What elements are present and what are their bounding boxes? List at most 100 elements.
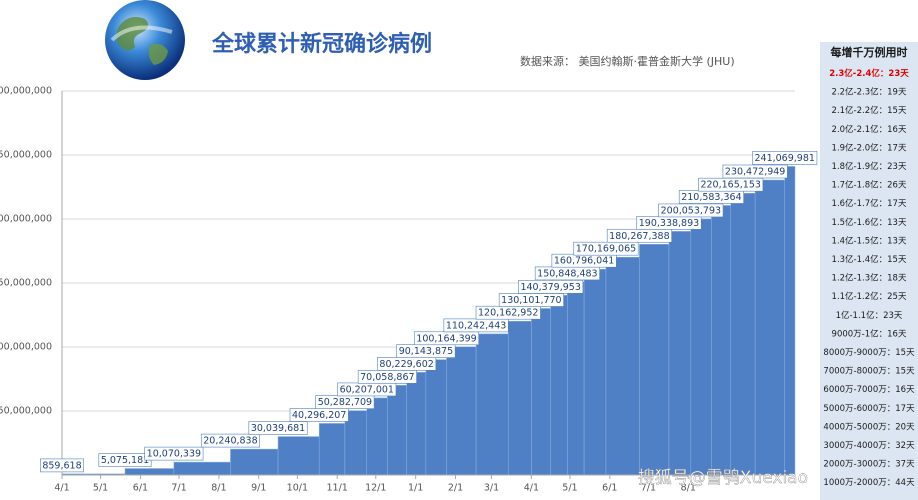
panel-row-days: 17天 (887, 199, 907, 209)
panel-row-range: 1.2亿-1.3亿： (832, 272, 888, 283)
data-label-text: 20,240,838 (203, 436, 257, 447)
step-bar (639, 244, 670, 476)
panel-row: 2000万-3000万：37天 (823, 459, 915, 469)
data-label-text: 220,165,153 (700, 180, 760, 191)
step-bar (425, 359, 447, 476)
x-tick-label: 5/1 (562, 483, 577, 494)
panel-row-days: 26天 (887, 180, 907, 190)
data-label-text: 40,296,207 (292, 410, 346, 421)
step-bar (475, 333, 509, 476)
data-label: 50,282,709 (315, 395, 375, 409)
panel-rows: 2.3亿-2.4亿：23天2.2亿-2.3亿：19天2.1亿-2.2亿：15天2… (823, 68, 915, 488)
globe-icon (105, 0, 185, 80)
panel-row-days: 19天 (887, 87, 907, 97)
panel-row: 6000万-7000万：16天 (823, 385, 915, 395)
panel-row-range: 1.9亿-2.0亿： (832, 142, 888, 153)
data-label-text: 30,039,681 (251, 423, 305, 434)
x-tick-label: 7/1 (641, 483, 656, 494)
step-bar (531, 308, 551, 476)
panel-row-days: 15天 (895, 348, 915, 358)
panel-row-range: 1.6亿-1.7亿： (832, 198, 888, 209)
panel-row: 1.3亿-1.4亿：15天 (832, 254, 907, 265)
data-label: 160,796,041 (551, 253, 617, 268)
data-label: 5,075,181 (98, 453, 152, 467)
panel-row-days: 17天 (887, 143, 907, 153)
x-tick-label: 12/1 (365, 483, 386, 494)
data-label-box (752, 151, 818, 165)
panel-row-range: 5000万-6000万： (823, 403, 895, 413)
step-bar (366, 397, 388, 476)
panel-row-days: 23天 (887, 162, 907, 172)
panel-row: 1.8亿-1.9亿：23天 (832, 161, 907, 172)
panel-row: 1亿-1.1亿：23天 (836, 309, 903, 320)
data-label: 130,101,770 (498, 293, 564, 307)
data-label-text: 5,075,181 (101, 455, 149, 466)
step-bar (230, 448, 279, 476)
y-tick-label: 150,000,000 (0, 278, 52, 289)
panel-row: 1.9亿-2.0亿：17天 (832, 142, 907, 153)
step-bar (550, 295, 568, 476)
data-label: 241,069,981 (752, 151, 818, 165)
panel-row-days: 15天 (895, 366, 915, 376)
x-tick-label: 4/1 (54, 483, 69, 494)
panel-row-days: 13天 (887, 217, 907, 227)
panel-row-days: 15天 (887, 106, 907, 116)
data-label-text: 80,229,602 (379, 359, 433, 370)
data-label: 110,242,443 (443, 318, 509, 333)
data-label: 90,143,875 (396, 344, 456, 358)
data-label: 140,379,953 (518, 280, 584, 294)
data-label: 40,296,207 (289, 408, 349, 422)
panel-row: 2.0亿-2.1亿：16天 (832, 123, 907, 134)
x-tick-label: 6/1 (133, 483, 148, 494)
data-label-box (200, 433, 260, 448)
panel-row: 1000万-2000万：44天 (823, 478, 915, 488)
data-label-text: 230,472,949 (725, 166, 785, 177)
x-tick-label: 1/1 (408, 483, 423, 494)
step-bar (730, 192, 756, 476)
data-label: 859,618 (40, 458, 84, 473)
data-label-text: 50,282,709 (318, 397, 372, 408)
panel-row-range: 1.3亿-1.4亿： (832, 254, 888, 265)
step-bar (690, 218, 712, 476)
panel-row-range: 2.0亿-2.1亿： (832, 123, 888, 134)
panel-row: 2.1亿-2.2亿：15天 (832, 105, 907, 116)
panel-row: 5000万-6000万：17天 (823, 403, 915, 413)
panel-row-days: 18天 (887, 273, 907, 283)
data-label-text: 190,338,893 (639, 218, 699, 229)
data-label: 10,070,339 (144, 446, 204, 461)
step-bar (318, 423, 346, 476)
panel-row: 3000万-4000万：32天 (823, 441, 915, 451)
y-tick-label: 200,000,000 (0, 214, 52, 225)
data-label-text: 200,053,793 (661, 205, 721, 216)
data-label-text: 241,069,981 (754, 153, 814, 164)
step-bar (784, 166, 796, 476)
panel-row-range: 1000万-2000万： (823, 478, 895, 488)
panel-row: 1.4亿-1.5亿：13天 (832, 235, 907, 246)
step-bar (711, 205, 731, 476)
step-bar (754, 179, 785, 476)
data-label-text: 150,848,483 (537, 268, 597, 279)
step-bar (668, 231, 692, 476)
panel-title: 每增千万例用时 (831, 45, 908, 59)
data-label-text: 120,162,952 (478, 308, 538, 319)
data-label-box (248, 421, 308, 435)
data-label-box (722, 164, 788, 179)
x-tick-label: 9/1 (251, 483, 266, 494)
data-label: 170,169,065 (573, 241, 639, 256)
step-bar (567, 281, 585, 476)
data-label: 120,162,952 (475, 305, 541, 320)
y-tick-label: 250,000,000 (0, 150, 52, 161)
panel-row: 1.7亿-1.8亿：26天 (832, 179, 907, 190)
data-label-text: 210,583,364 (681, 192, 741, 203)
data-label-text: 90,143,875 (399, 346, 453, 357)
data-label: 230,472,949 (722, 164, 788, 179)
panel-row-range: 1.5亿-1.6亿： (832, 216, 888, 227)
panel-row-days: 32天 (895, 441, 915, 451)
data-label-text: 140,379,953 (520, 282, 580, 293)
y-tick-label: 50,000,000 (0, 406, 52, 417)
step-bar (406, 372, 427, 476)
step-bar (446, 346, 477, 476)
step-bar (277, 436, 320, 476)
panel-row-range: 1亿-1.1亿： (836, 309, 884, 320)
